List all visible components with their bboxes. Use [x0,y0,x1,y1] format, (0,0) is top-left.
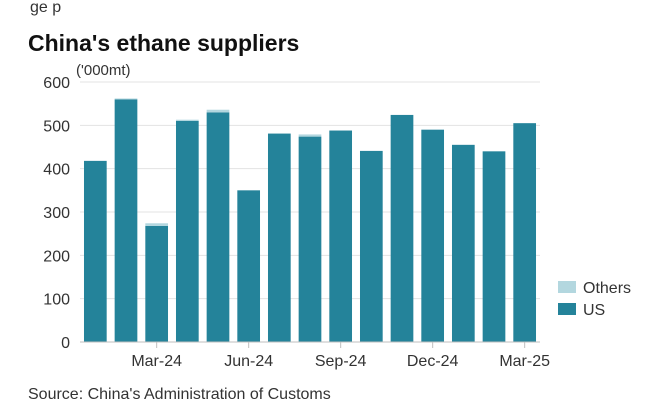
legend-swatch-others [558,281,576,293]
bar-us-Aug-24 [298,136,322,342]
legend-swatch-us [558,303,576,315]
y-tick-label-400: 400 [43,162,70,179]
bars [83,98,537,343]
legend-label-us: US [583,302,605,319]
bar-us-Jul-24 [267,133,291,342]
top-caption: ge p [30,0,61,16]
bar-others-Feb-24 [114,98,138,100]
bar-us-Oct-24 [359,150,383,342]
x-tick-label-Dec-24: Dec-24 [407,353,459,370]
bar-us-Mar-24 [145,225,169,342]
bar-us-Apr-24 [175,121,199,342]
y-tick-label-300: 300 [43,205,70,222]
bar-us-May-24 [206,112,230,342]
unit-label: ('000mt) [76,62,131,79]
y-tick-label-200: 200 [43,248,70,265]
x-tick-label-Mar-25: Mar-25 [499,353,550,370]
y-axis-ticks: 0 100 200 300 400 500 600 [43,75,70,352]
bar-others-Mar-24 [145,223,169,226]
x-tick-label-Sep-24: Sep-24 [315,353,367,370]
x-tick-label-Jun-24: Jun-24 [224,353,273,370]
bar-others-Aug-24 [298,134,322,137]
y-tick-label-0: 0 [61,335,70,352]
bar-others-May-24 [206,109,230,113]
legend-label-others: Others [583,280,631,297]
bar-us-Feb-25 [482,151,506,342]
bar-us-Dec-24 [421,129,445,342]
chart-title: China's ethane suppliers [28,30,299,56]
bar-us-Nov-24 [390,114,414,343]
x-tick-label-Mar-24: Mar-24 [131,353,182,370]
bar-us-Jan-24 [83,160,107,342]
x-axis-ticks: Mar-24 Jun-24 Sep-24 Dec-24 Mar-25 [131,342,550,370]
bar-others-Apr-24 [175,119,199,121]
bar-us-Mar-25 [513,123,537,342]
y-tick-label-100: 100 [43,292,70,309]
bar-us-Feb-24 [114,99,138,342]
y-tick-label-600: 600 [43,75,70,92]
legend: Others US [558,280,631,319]
source-note: Source: China's Administration of Custom… [28,386,331,403]
bar-us-Jan-25 [451,144,475,342]
bar-us-Jun-24 [237,190,261,342]
y-tick-label-500: 500 [43,118,70,135]
bar-us-Sep-24 [329,130,353,342]
